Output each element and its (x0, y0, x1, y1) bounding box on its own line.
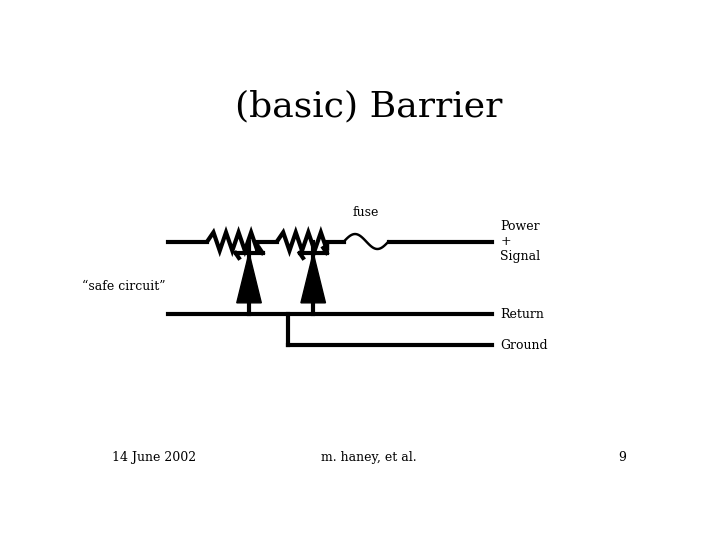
Text: 9: 9 (618, 451, 626, 464)
Text: Ground: Ground (500, 339, 548, 352)
Text: m. haney, et al.: m. haney, et al. (321, 451, 417, 464)
Text: “safe circuit”: “safe circuit” (82, 280, 166, 293)
Polygon shape (301, 253, 325, 303)
Text: Power
+
Signal: Power + Signal (500, 220, 540, 263)
Text: (basic) Barrier: (basic) Barrier (235, 90, 503, 124)
Polygon shape (237, 253, 261, 303)
Text: 14 June 2002: 14 June 2002 (112, 451, 197, 464)
Text: fuse: fuse (353, 206, 379, 219)
Text: Return: Return (500, 308, 544, 321)
